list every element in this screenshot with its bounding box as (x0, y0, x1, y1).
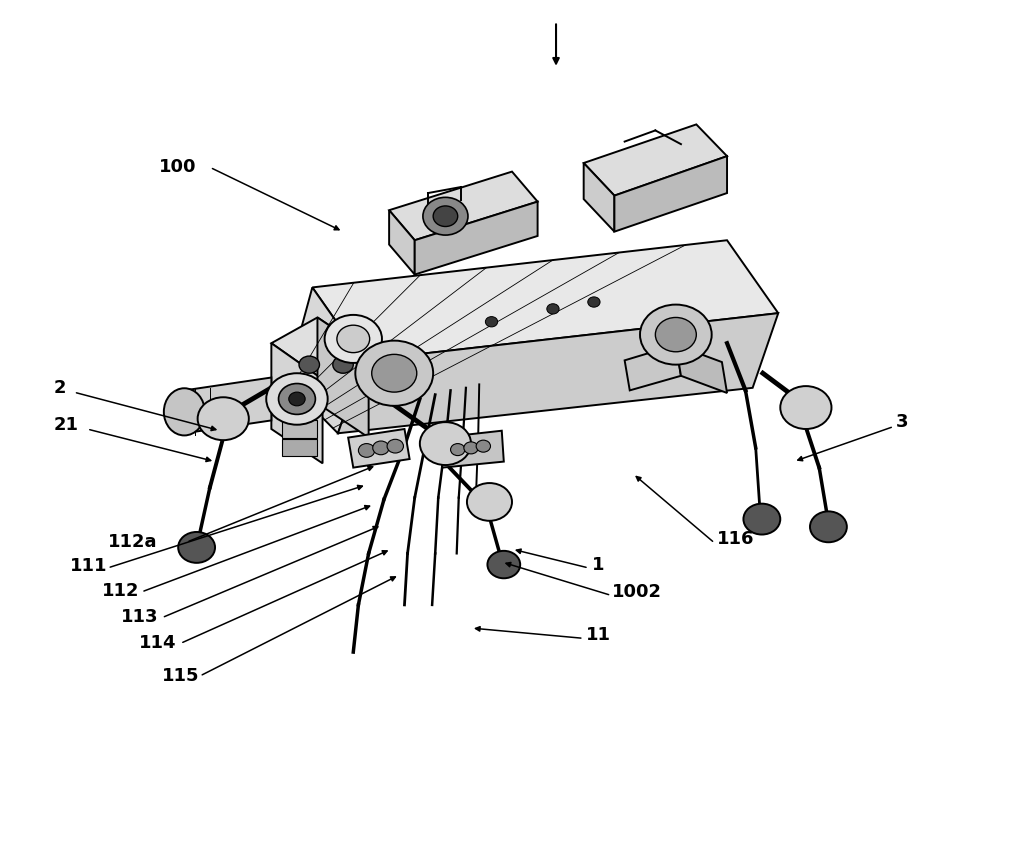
Circle shape (810, 511, 847, 542)
Ellipse shape (164, 388, 205, 435)
Circle shape (467, 483, 512, 521)
Text: 115: 115 (162, 668, 200, 685)
Circle shape (547, 304, 559, 314)
Text: 1002: 1002 (612, 583, 663, 601)
Circle shape (588, 297, 600, 307)
Circle shape (485, 317, 498, 327)
Polygon shape (184, 378, 271, 433)
Polygon shape (271, 343, 323, 463)
Polygon shape (348, 429, 410, 468)
Polygon shape (317, 317, 369, 438)
Polygon shape (282, 439, 317, 456)
Circle shape (178, 532, 215, 563)
Text: 2: 2 (53, 379, 66, 396)
Circle shape (279, 384, 315, 414)
Polygon shape (614, 156, 727, 232)
Polygon shape (287, 287, 364, 433)
Text: 21: 21 (53, 416, 78, 433)
Circle shape (299, 356, 319, 373)
Circle shape (289, 392, 305, 406)
Text: 1: 1 (592, 556, 604, 573)
Polygon shape (271, 317, 369, 379)
Circle shape (640, 305, 712, 365)
Polygon shape (584, 124, 727, 196)
Circle shape (355, 341, 433, 406)
Text: 114: 114 (139, 634, 177, 651)
Circle shape (387, 439, 403, 453)
Text: 112a: 112a (108, 534, 157, 551)
Text: 116: 116 (717, 530, 755, 547)
Circle shape (423, 197, 468, 235)
Circle shape (325, 315, 382, 363)
Circle shape (266, 373, 328, 425)
Polygon shape (440, 431, 504, 468)
Circle shape (487, 551, 520, 578)
Circle shape (337, 325, 370, 353)
Polygon shape (282, 420, 317, 438)
Polygon shape (584, 163, 614, 232)
Circle shape (372, 354, 417, 392)
Circle shape (433, 206, 458, 227)
Circle shape (743, 504, 780, 535)
Circle shape (420, 422, 471, 465)
Polygon shape (389, 210, 415, 275)
Polygon shape (625, 345, 681, 390)
Circle shape (358, 444, 375, 457)
Circle shape (464, 442, 478, 454)
Text: 11: 11 (586, 626, 610, 644)
Polygon shape (389, 172, 538, 240)
Text: 3: 3 (896, 414, 908, 431)
Polygon shape (676, 345, 727, 393)
Polygon shape (415, 202, 538, 275)
Text: 113: 113 (121, 608, 159, 625)
Circle shape (373, 441, 389, 455)
Text: 112: 112 (102, 583, 140, 600)
Polygon shape (338, 313, 778, 433)
Circle shape (655, 317, 696, 352)
Circle shape (198, 397, 249, 440)
Circle shape (780, 386, 831, 429)
Polygon shape (312, 240, 778, 360)
Text: 100: 100 (159, 159, 197, 176)
Circle shape (451, 444, 465, 456)
Circle shape (476, 440, 490, 452)
Circle shape (333, 356, 353, 373)
Text: 111: 111 (70, 558, 108, 575)
